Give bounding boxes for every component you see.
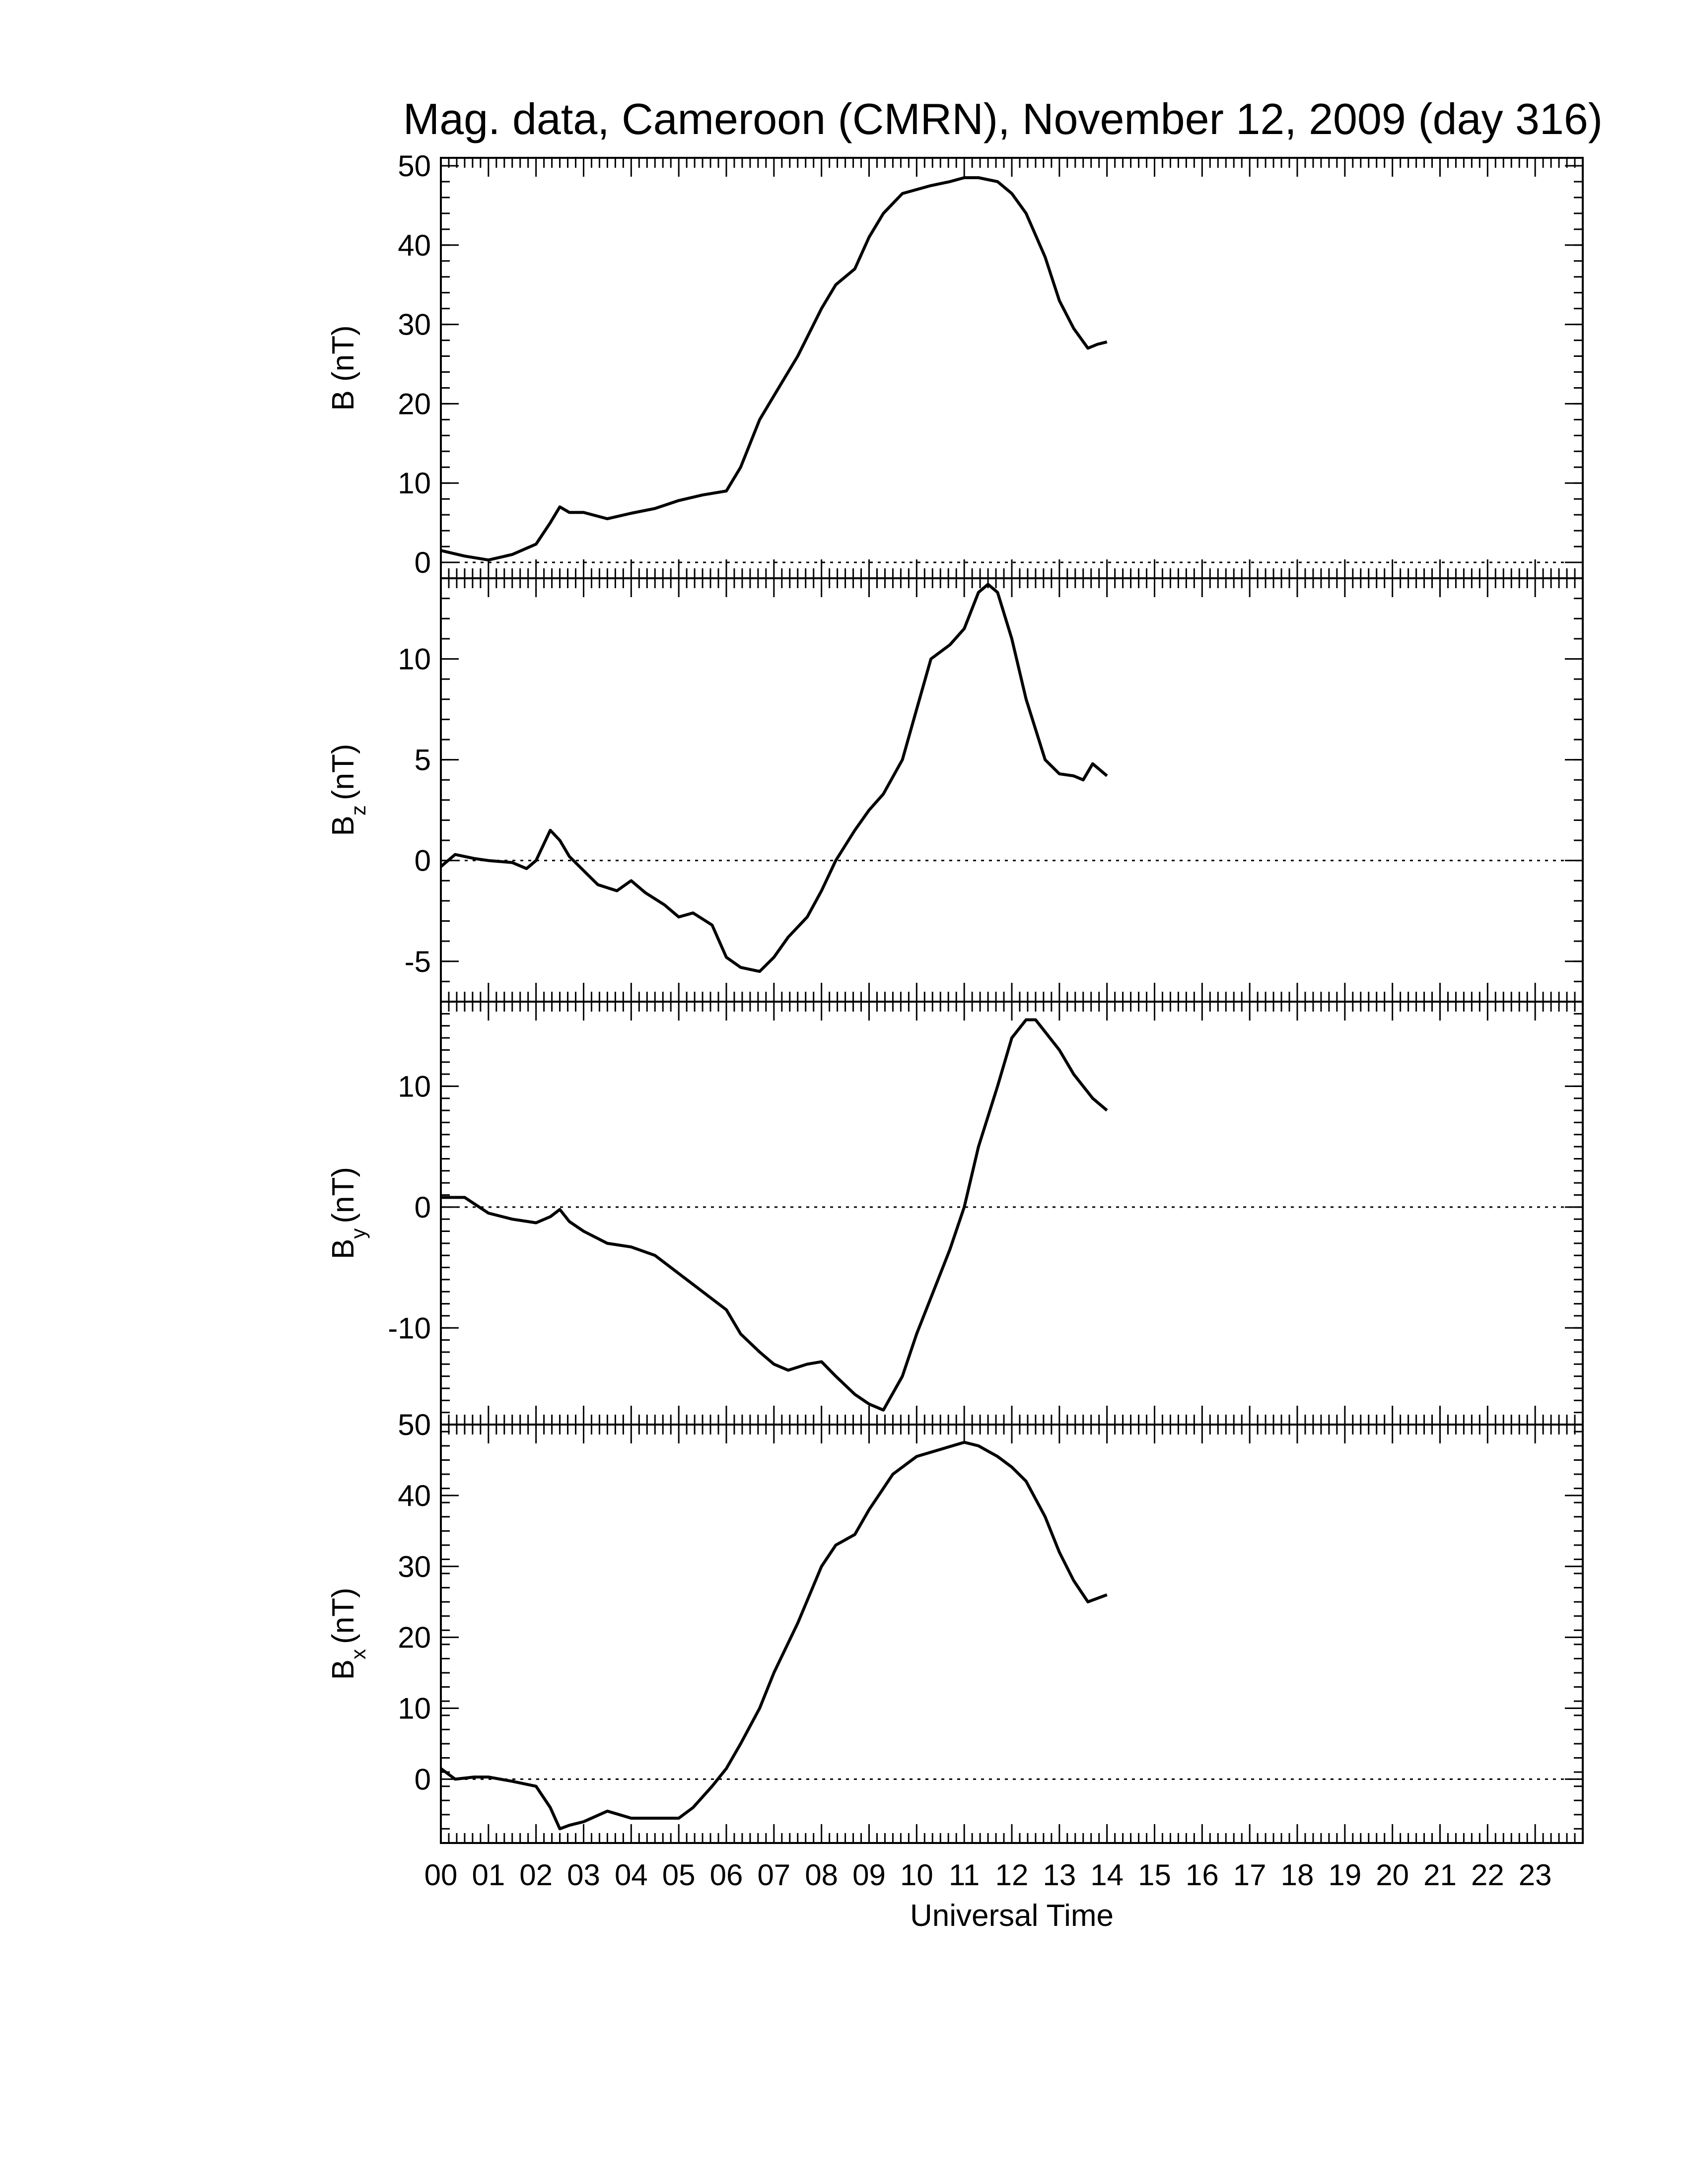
x-tick-label: 06 (710, 1858, 743, 1892)
x-tick-label: 19 (1328, 1858, 1361, 1892)
x-tick-label: 05 (662, 1858, 696, 1892)
panel-bx: 0 10 20 30 40 50 Bx (nT) (326, 1408, 1584, 1844)
y-tick-label: 0 (415, 1191, 431, 1224)
x-tick-label: 12 (995, 1858, 1029, 1892)
y-tick-label: 50 (398, 149, 431, 183)
y-tick-label: 40 (398, 229, 431, 262)
y-axis-label: Bz (nT) (326, 744, 370, 836)
x-axis: 00 01 02 03 04 05 06 07 08 09 10 11 12 13 14 15 16 17 18 19… (424, 1858, 1552, 1892)
x-tick-label: 02 (519, 1858, 553, 1892)
y-tick-label: 0 (415, 1763, 431, 1796)
x-axis-label: Universal Time (910, 1899, 1114, 1933)
y-axis-label-subscript: z (347, 805, 370, 816)
y-axis-label: B (nT) (326, 325, 360, 410)
x-tick-label: 20 (1376, 1858, 1409, 1892)
y-tick-label: 20 (398, 1621, 431, 1654)
y-axis-label-unit: (nT) (326, 1587, 360, 1644)
panel-frame (440, 1424, 1584, 1844)
x-tick-label: 16 (1186, 1858, 1219, 1892)
panel-frame (440, 1001, 1584, 1426)
y-axis-label: Bx (nT) (326, 1587, 370, 1680)
series-line-by (441, 1018, 1108, 1412)
series-line-b (440, 176, 1108, 562)
x-tick-label: 04 (615, 1858, 648, 1892)
chart-title: Mag. data, Cameroon (CMRN), November 12,… (403, 94, 1603, 143)
y-tick-label: -10 (388, 1311, 431, 1345)
y-axis-label-main: B (326, 1659, 360, 1680)
x-tick-label: 21 (1423, 1858, 1457, 1892)
x-tick-label: 08 (805, 1858, 838, 1892)
x-tick-label: 00 (424, 1858, 458, 1892)
y-axis-label: By (nT) (326, 1167, 370, 1259)
panel-bz: -5 0 5 10 Bz (nT) (326, 577, 1584, 1003)
x-tick-label: 15 (1138, 1858, 1171, 1892)
y-tick-label: 10 (398, 467, 431, 500)
x-tick-label: 03 (567, 1858, 600, 1892)
x-tick-label: 13 (1043, 1858, 1076, 1892)
y-tick-label: -5 (405, 945, 431, 978)
y-axis-label-main: B (326, 1239, 360, 1259)
y-tick-label: 40 (398, 1479, 431, 1512)
y-axis-label-unit: (nT) (326, 1167, 360, 1224)
y-tick-label: 0 (415, 844, 431, 878)
y-tick-label: 10 (398, 642, 431, 676)
x-tick-label: 18 (1281, 1858, 1314, 1892)
y-tick-label: 0 (415, 546, 431, 579)
panel-by: -10 0 10 By (nT) (326, 1001, 1584, 1426)
y-tick-label: 30 (398, 1550, 431, 1583)
x-tick-label: 11 (949, 1858, 980, 1892)
x-tick-label: 07 (757, 1858, 790, 1892)
panels-group: 0 10 20 30 40 50 B (nT) -5 0 5 10 Bz (nT) -10 0 10 By (nT… (326, 149, 1584, 1844)
y-tick-label: 50 (398, 1408, 431, 1441)
y-tick-label: 30 (398, 308, 431, 341)
x-tick-label: 23 (1519, 1858, 1552, 1892)
panel-b: 0 10 20 30 40 50 B (nT) (326, 149, 1584, 579)
series-line-bx (440, 1440, 1108, 1831)
x-tick-label: 22 (1471, 1858, 1504, 1892)
x-tick-label: 14 (1090, 1858, 1124, 1892)
y-tick-label: 10 (398, 1692, 431, 1725)
x-tick-label: 17 (1233, 1858, 1266, 1892)
series-line-bz (440, 583, 1108, 973)
y-tick-label: 10 (398, 1070, 431, 1103)
y-axis-label-subscript: x (347, 1649, 370, 1659)
x-tick-label: 01 (472, 1858, 505, 1892)
y-axis-label-subscript: y (347, 1228, 370, 1239)
y-axis-label-unit: (nT) (326, 744, 360, 800)
y-tick-label: 5 (415, 744, 431, 777)
y-axis-label-main: B (326, 816, 360, 836)
panel-frame (440, 157, 1584, 579)
y-tick-label: 20 (398, 387, 431, 420)
x-tick-label: 10 (900, 1858, 933, 1892)
x-tick-label: 09 (852, 1858, 886, 1892)
